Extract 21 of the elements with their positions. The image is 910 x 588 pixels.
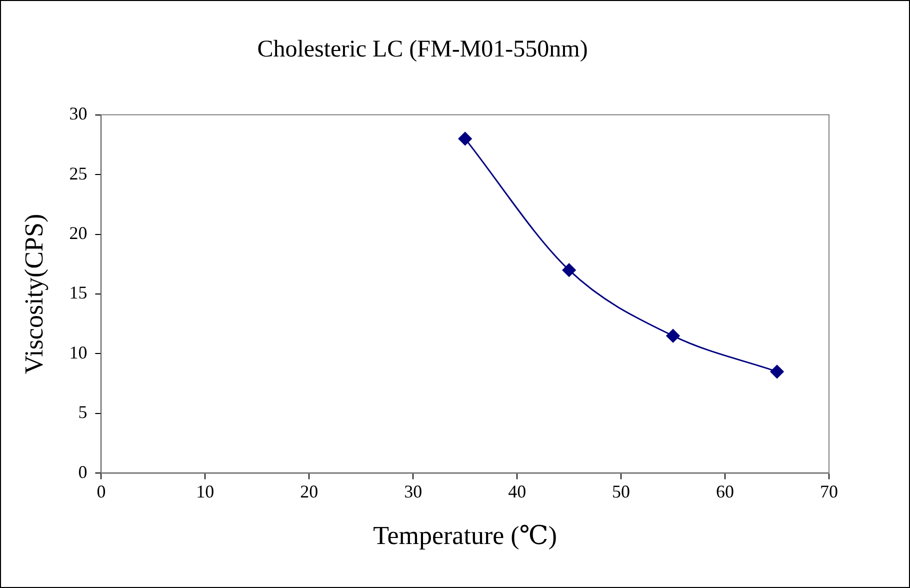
y-tick-label: 15 xyxy=(69,282,88,303)
y-tick-label: 25 xyxy=(69,163,88,184)
y-tick-label: 30 xyxy=(69,104,88,124)
x-tick-label: 70 xyxy=(820,482,838,502)
point xyxy=(458,132,472,146)
x-tick-label: 60 xyxy=(716,482,734,502)
x-tick-label: 50 xyxy=(612,482,630,502)
x-tick-label: 40 xyxy=(508,482,526,502)
y-tick-label: 5 xyxy=(78,402,88,422)
point xyxy=(770,364,784,378)
y-axis-title: Viscosity(CPS) xyxy=(19,214,48,374)
chart-title: Cholesteric LC (FM-M01-550nm) xyxy=(257,36,588,63)
x-tick-label: 30 xyxy=(404,482,422,502)
y-tick-label: 10 xyxy=(69,342,88,362)
point xyxy=(666,329,680,343)
x-tick-label: 10 xyxy=(196,482,214,502)
y-tick-label: 0 xyxy=(78,462,88,482)
x-tick-label: 20 xyxy=(300,482,318,502)
point xyxy=(562,263,576,277)
x-tick-label: 0 xyxy=(96,482,106,502)
y-tick-label: 20 xyxy=(69,223,88,243)
